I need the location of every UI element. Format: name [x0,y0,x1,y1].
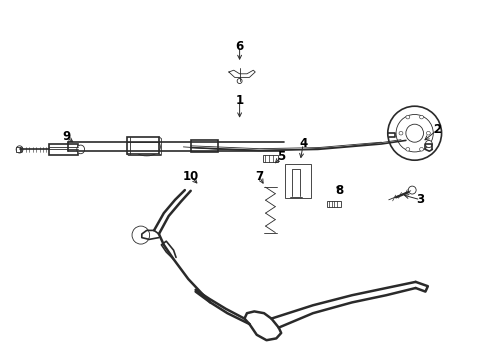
Bar [263,155,277,162]
Bar [190,140,217,152]
Text: 10: 10 [182,170,199,183]
Text: 6: 6 [235,40,243,53]
Text: 2: 2 [433,123,441,136]
Ellipse shape [405,115,409,119]
Ellipse shape [395,114,432,152]
Ellipse shape [237,78,242,84]
Ellipse shape [133,138,160,156]
Text: 8: 8 [335,184,343,197]
Text: 1: 1 [235,94,243,107]
Bar [326,201,341,207]
Ellipse shape [405,124,423,142]
Ellipse shape [16,146,23,153]
Ellipse shape [77,145,84,154]
Ellipse shape [426,131,429,135]
Bar [49,144,78,155]
Ellipse shape [387,106,441,160]
Text: 4: 4 [299,138,306,150]
Bar [284,164,311,198]
Text: 7: 7 [255,170,263,183]
Text: 9: 9 [62,130,70,143]
Ellipse shape [419,148,423,151]
Ellipse shape [132,226,149,244]
Ellipse shape [407,186,415,194]
Ellipse shape [405,148,409,151]
Bar [16,147,20,152]
Ellipse shape [398,131,402,135]
Text: 5: 5 [277,150,285,163]
Ellipse shape [425,140,431,148]
Ellipse shape [404,136,411,144]
Text: 3: 3 [416,193,424,206]
Ellipse shape [419,115,423,119]
Bar [127,137,159,154]
